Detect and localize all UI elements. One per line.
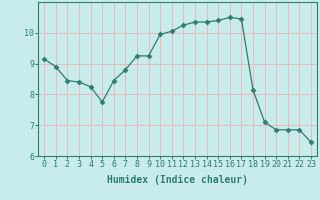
X-axis label: Humidex (Indice chaleur): Humidex (Indice chaleur) <box>107 175 248 185</box>
